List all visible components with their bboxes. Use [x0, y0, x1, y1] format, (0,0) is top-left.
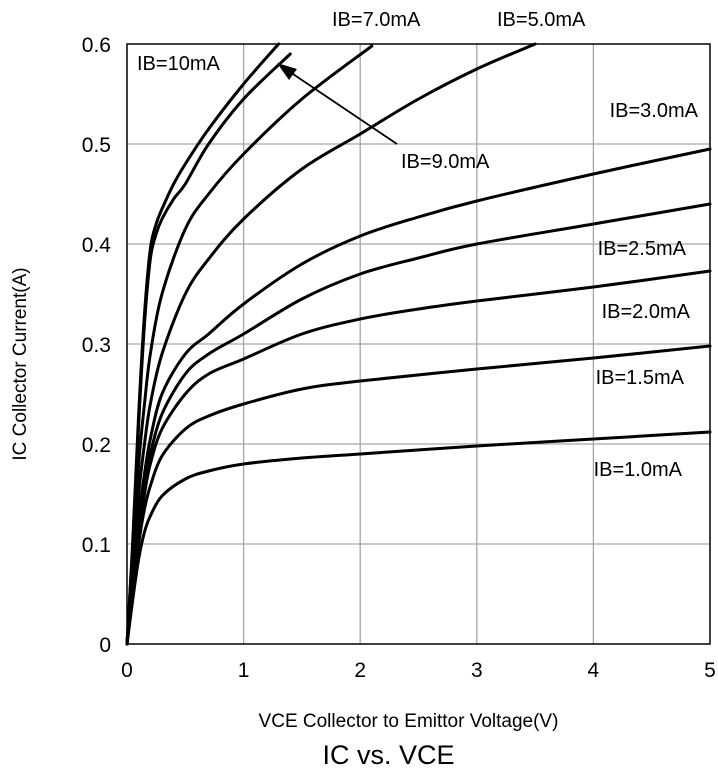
y-tick-label: 0.6 — [82, 34, 111, 57]
curve-ib-3-0ma — [125, 147, 712, 646]
x-tick-label: 2 — [354, 659, 366, 682]
y-tick-label: 0 — [99, 634, 111, 657]
curve-layer — [125, 42, 712, 646]
x-tick-label: 5 — [704, 659, 716, 682]
y-axis-label: IC Collector Current(A) — [10, 267, 31, 460]
x-tick-label: 4 — [588, 659, 600, 682]
x-axis-label: VCE Collector to Emittor Voltage(V) — [259, 711, 559, 732]
curve-label-ib-5-0ma: IB=5.0mA — [497, 9, 586, 31]
y-tick-label: 0.4 — [82, 234, 112, 257]
curve-label-ib-7-0ma: IB=7.0mA — [332, 9, 421, 31]
curve-ib-10ma — [125, 42, 281, 646]
annotation-arrow-line — [289, 71, 398, 145]
x-tick-label: 0 — [121, 659, 133, 682]
curve-label-ib-9-0ma: IB=9.0mA — [401, 151, 490, 173]
annotation-arrow-layer — [277, 63, 398, 145]
curve-label-ib-2-5ma: IB=2.5mA — [598, 238, 687, 260]
curve-label-ib-1-5ma: IB=1.5mA — [596, 367, 685, 389]
curve-label-ib-3-0ma: IB=3.0mA — [610, 100, 699, 122]
curve-label-ib-1-0ma: IB=1.0mA — [594, 459, 683, 481]
annotation-arrow-head — [277, 63, 297, 80]
curve-label-ib-2-0ma: IB=2.0mA — [602, 301, 691, 323]
curve-ib-2-5ma — [125, 202, 712, 646]
y-tick-label: 0.5 — [82, 134, 111, 157]
tick-layer: 0 1 2 3 4 5 0 0.1 0.2 0.3 0.4 0.5 0.6 — [82, 34, 716, 682]
x-tick-label: 3 — [471, 659, 483, 682]
y-tick-label: 0.3 — [82, 334, 111, 357]
curve-ib-5-0ma — [125, 42, 537, 646]
plot-frame — [126, 43, 711, 645]
chart-title: IC vs. VCE — [322, 740, 454, 770]
curve-ib-1-0ma — [125, 430, 712, 646]
y-tick-label: 0.2 — [82, 434, 111, 457]
x-tick-label: 1 — [238, 659, 250, 682]
y-tick-label: 0.1 — [82, 534, 111, 557]
curve-ib-1-5ma — [125, 344, 712, 646]
curve-label-ib-10ma: IB=10mA — [137, 53, 220, 75]
curve-label-layer: IB=10mA IB=7.0mA IB=5.0mA IB=3.0mA IB=9.0mA I… — [137, 9, 699, 481]
